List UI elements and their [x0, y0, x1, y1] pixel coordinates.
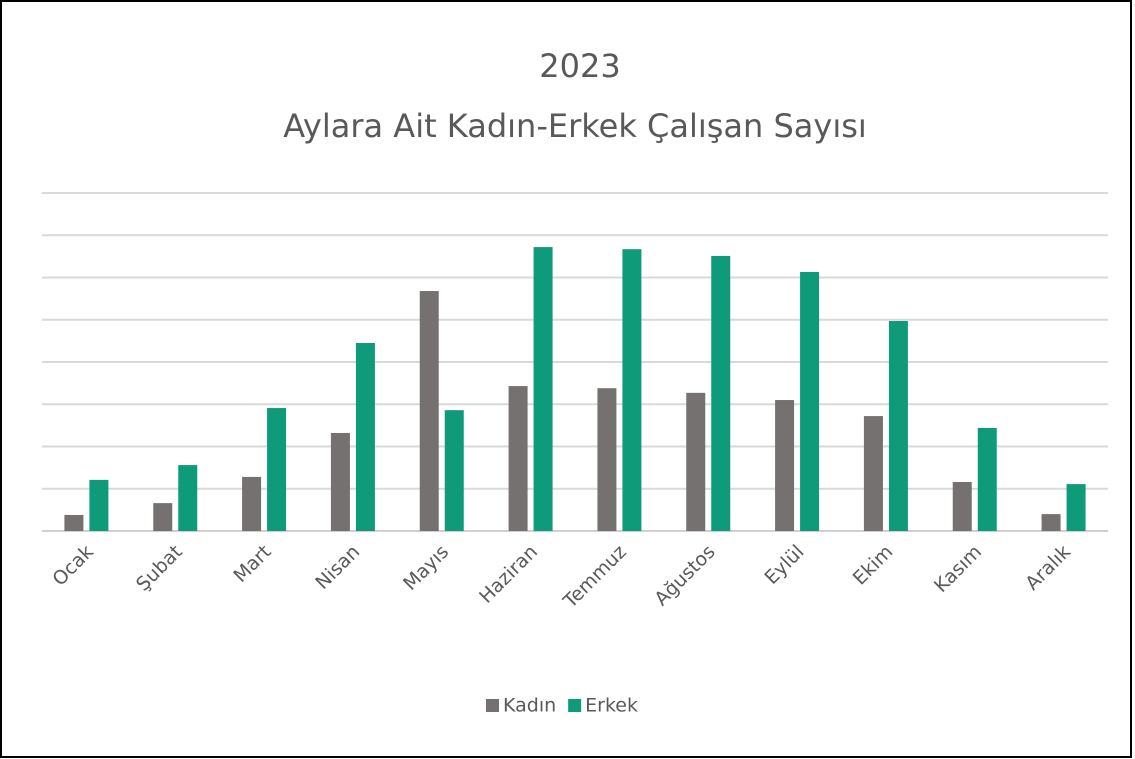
bar	[775, 400, 795, 531]
chart-title: 2023	[539, 47, 620, 85]
chart-subtitle: Aylara Ait Kadın-Erkek Çalışan Sayısı	[283, 107, 867, 145]
bar	[330, 432, 350, 531]
bar	[355, 342, 375, 531]
legend-label: Kadın	[503, 695, 556, 717]
bar	[977, 427, 997, 531]
bar	[533, 247, 553, 531]
bar	[1066, 484, 1086, 531]
bar	[622, 249, 642, 531]
bar	[508, 386, 528, 531]
bar	[242, 476, 262, 531]
bar	[1041, 514, 1061, 531]
legend-label: Erkek	[585, 695, 638, 717]
bar	[444, 410, 464, 531]
bar	[952, 481, 972, 531]
bar	[89, 479, 109, 531]
bar	[178, 465, 198, 531]
legend: Kadın Erkek	[486, 695, 638, 717]
bar	[64, 514, 84, 531]
bar	[888, 321, 908, 531]
bar	[267, 408, 287, 531]
bar	[419, 291, 439, 531]
bar	[153, 503, 173, 531]
bar	[686, 392, 706, 531]
bar	[800, 272, 820, 531]
bar	[711, 255, 731, 531]
bar	[863, 416, 883, 531]
bar	[597, 388, 617, 531]
legend-swatch	[486, 699, 499, 712]
legend-swatch	[568, 699, 582, 712]
